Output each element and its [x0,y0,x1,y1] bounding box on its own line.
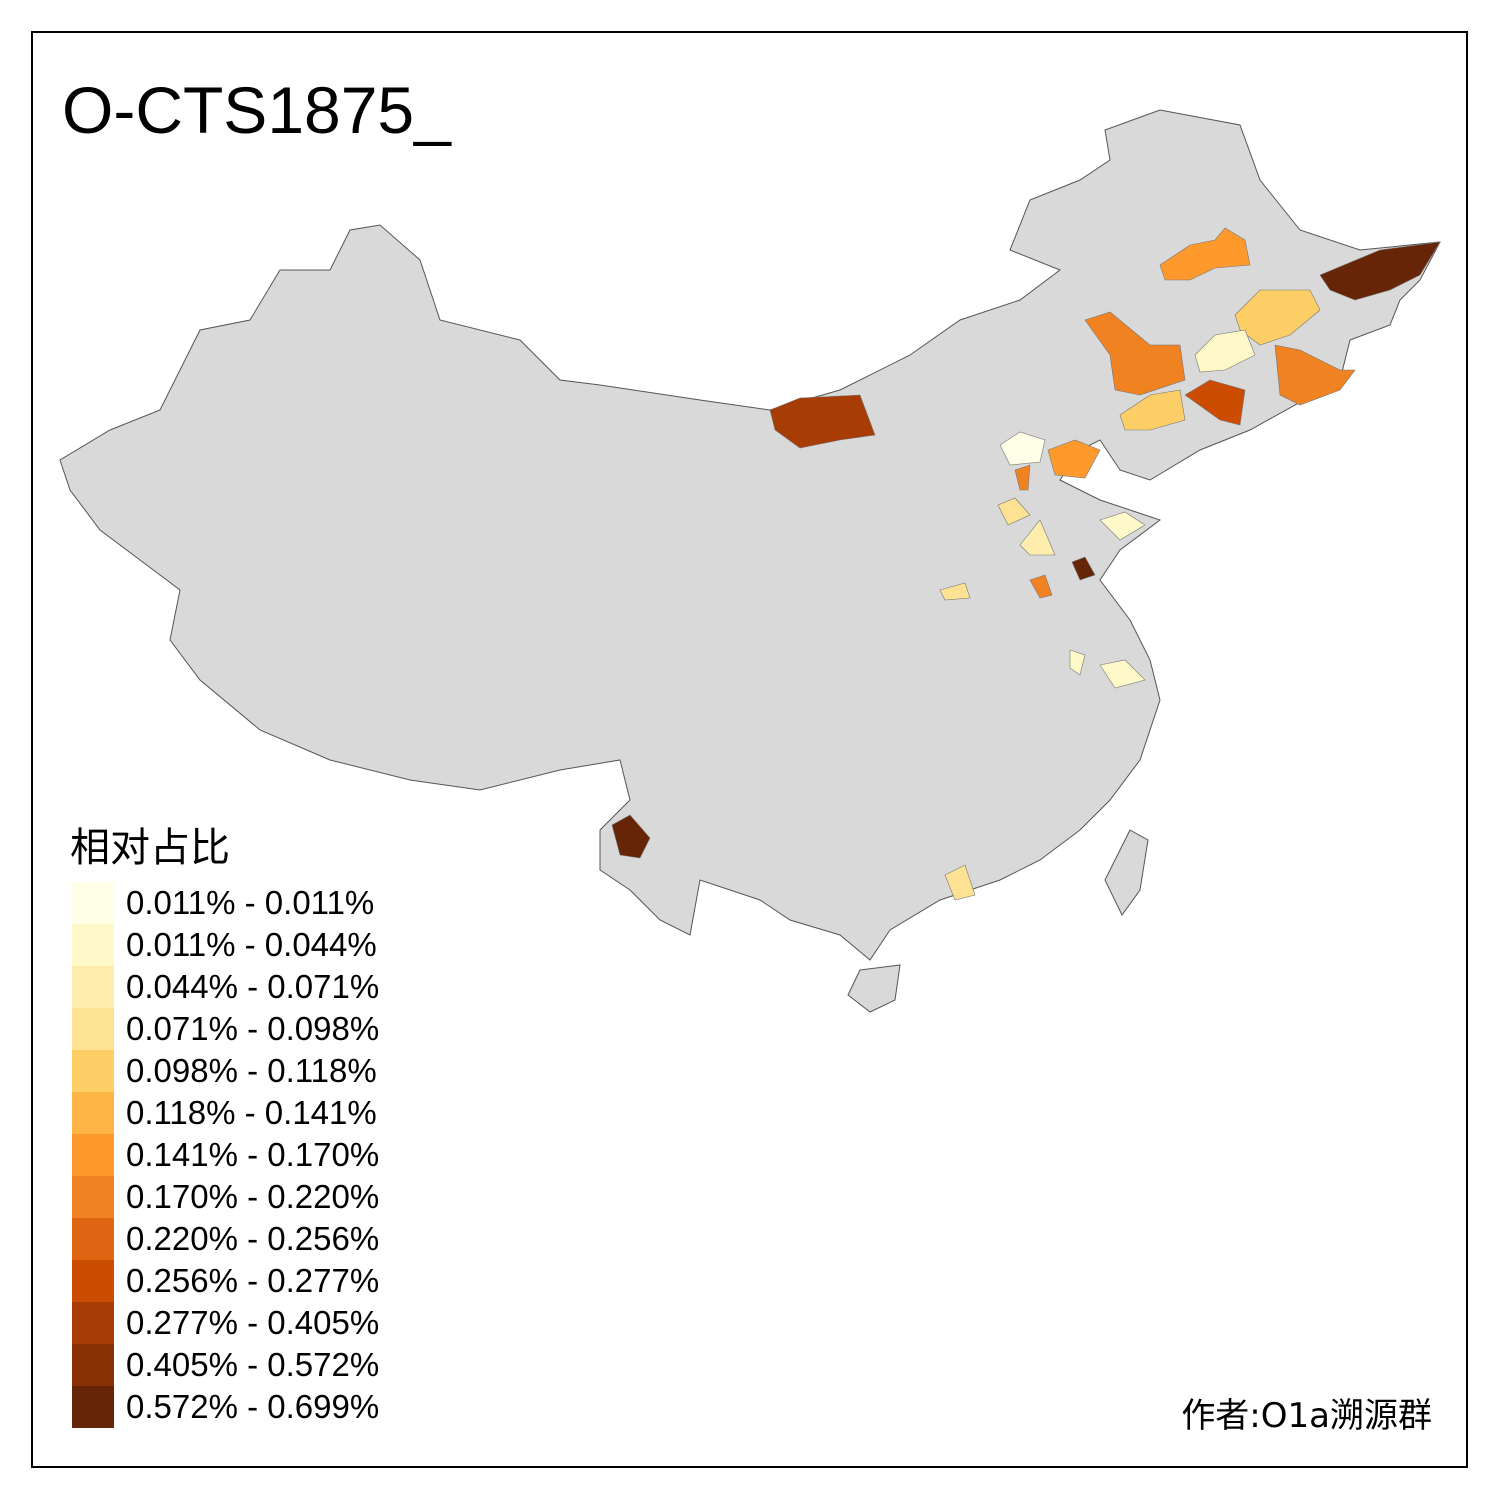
region [1047,439,1101,479]
legend-swatch [72,1302,114,1344]
region [1029,574,1053,599]
taiwan [1104,829,1149,916]
legend-swatch [72,1218,114,1260]
legend-swatch [72,882,114,924]
legend-label: 0.405% - 0.572% [126,1346,380,1383]
map-frame [31,31,1468,1468]
legend-item: 0.405% - 0.572% [72,1344,379,1386]
legend-label: 0.572% - 0.699% [126,1388,380,1425]
region [1274,344,1356,406]
legend-swatch [72,1050,114,1092]
legend-label: 0.170% - 0.220% [126,1178,380,1215]
legend-item: 0.044% - 0.071% [72,966,379,1008]
legend-label: 0.011% - 0.011% [126,884,375,921]
author-credit: 作者:O1a溯源群 [1181,1396,1432,1436]
region [997,497,1031,526]
region [1194,329,1256,373]
legend-item: 0.277% - 0.405% [72,1302,379,1344]
legend-swatch [72,966,114,1008]
legend-swatch [72,1008,114,1050]
legend-item: 0.170% - 0.220% [72,1176,379,1218]
region [944,864,976,901]
region [939,582,971,601]
legend-label: 0.118% - 0.141% [126,1094,377,1131]
legend-swatch [72,1176,114,1218]
legend-label: 0.098% - 0.118% [126,1052,377,1089]
legend-label: 0.011% - 0.044% [126,926,377,963]
legend-swatch [72,1092,114,1134]
map-title: O-CTS1875_ [62,73,451,147]
legend-item: 0.572% - 0.699% [72,1386,379,1428]
region [769,394,876,449]
region [1019,519,1056,556]
legend-swatch [72,1134,114,1176]
region [1099,659,1146,689]
region [1119,389,1186,431]
legend-item: 0.011% - 0.011% [72,882,379,924]
legend-swatch [72,1260,114,1302]
region [1014,464,1031,491]
hainan [847,964,901,1013]
legend-item: 0.256% - 0.277% [72,1260,379,1302]
region [611,814,651,859]
region [1159,227,1251,281]
legend-item: 0.118% - 0.141% [72,1092,379,1134]
legend-item: 0.141% - 0.170% [72,1134,379,1176]
legend-title: 相对占比 [70,825,230,871]
legend-label: 0.220% - 0.256% [126,1220,380,1257]
legend-item: 0.011% - 0.044% [72,924,379,966]
legend-label: 0.256% - 0.277% [126,1262,380,1299]
region [1084,311,1186,396]
legend-label: 0.277% - 0.405% [126,1304,380,1341]
region [1099,511,1146,541]
legend: 0.011% - 0.011% 0.011% - 0.044% 0.044% - 0… [72,882,379,1428]
legend-item: 0.071% - 0.098% [72,1008,379,1050]
legend-label: 0.071% - 0.098% [126,1010,380,1047]
region [1071,556,1096,581]
legend-swatch [72,924,114,966]
legend-swatch [72,1386,114,1428]
legend-label: 0.141% - 0.170% [126,1136,380,1173]
region [999,431,1046,466]
region [1069,649,1086,676]
legend-item: 0.098% - 0.118% [72,1050,379,1092]
legend-swatch [72,1344,114,1386]
legend-item: 0.220% - 0.256% [72,1218,379,1260]
legend-label: 0.044% - 0.071% [126,968,380,1005]
region [1319,241,1441,301]
region [1184,379,1246,426]
